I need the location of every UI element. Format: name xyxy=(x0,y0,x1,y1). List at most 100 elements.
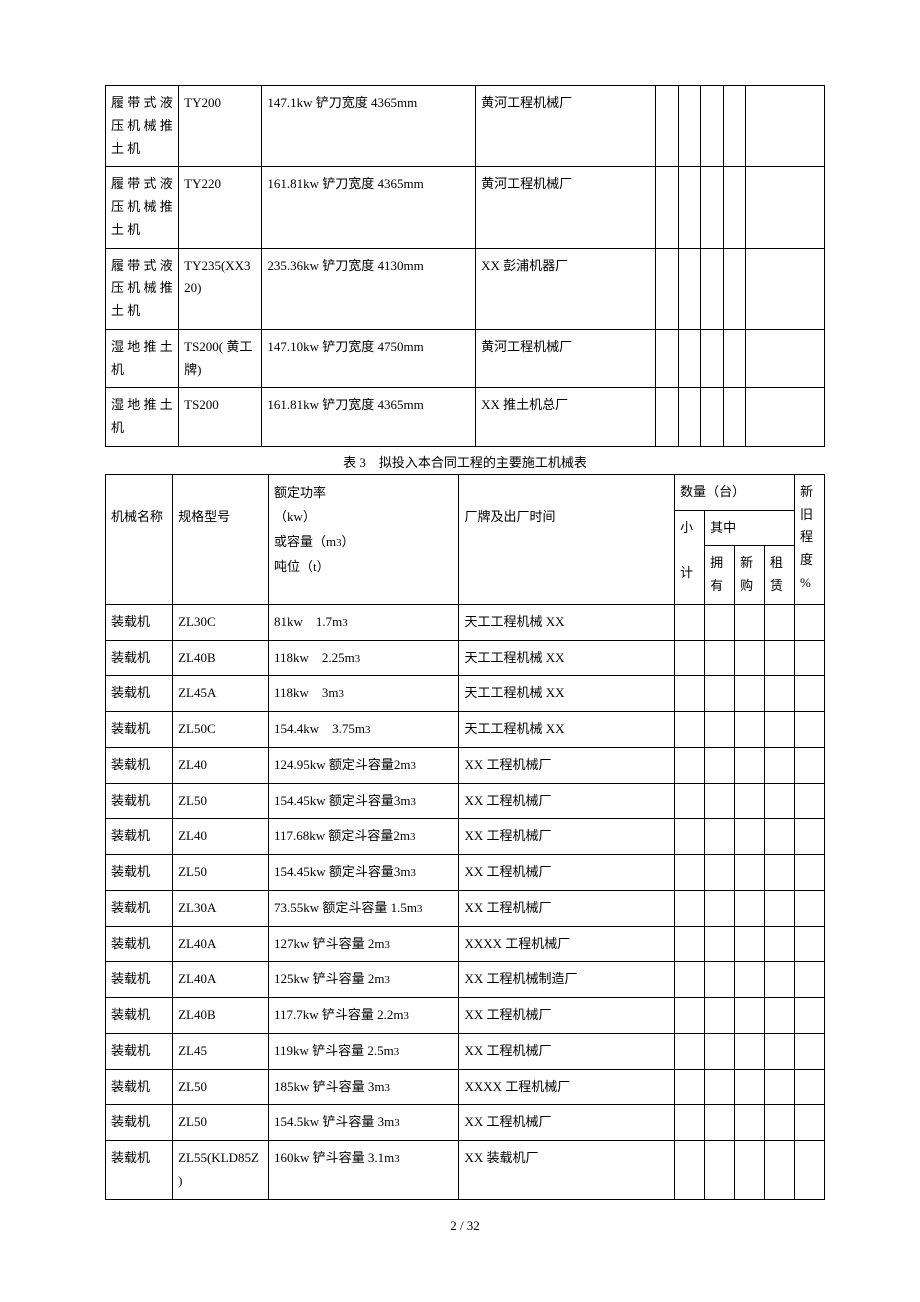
cell-age xyxy=(746,248,825,329)
cell-age xyxy=(794,1105,824,1141)
cell-name: 装载机 xyxy=(106,962,173,998)
cell-model: ZL40A xyxy=(173,962,269,998)
cell-own xyxy=(705,676,735,712)
cell-rent xyxy=(765,890,795,926)
cell-rent xyxy=(765,712,795,748)
cell-own xyxy=(678,388,701,447)
table-row: 装载机ZL50154.45kw 额定斗容量3m3XX 工程机械厂 xyxy=(106,783,825,819)
col-buy: 新购 xyxy=(735,546,765,605)
cell-factory: XX 工程机械厂 xyxy=(459,747,675,783)
cell-name: 装载机 xyxy=(106,819,173,855)
cell-age xyxy=(746,86,825,167)
table-row: 湿 地 推 土 机TS200161.81kw 铲刀宽度 4365mmXX 推土机… xyxy=(106,388,825,447)
cell-rent xyxy=(765,962,795,998)
cell-buy xyxy=(735,819,765,855)
cell-power: 185kw 铲斗容量 3m3 xyxy=(268,1069,459,1105)
cell-buy xyxy=(735,1141,765,1200)
cell-age xyxy=(794,640,824,676)
cell-model: TY220 xyxy=(179,167,262,248)
cell-factory: 黄河工程机械厂 xyxy=(476,329,656,388)
cell-rent xyxy=(723,248,746,329)
cell-sub xyxy=(675,783,705,819)
cell-name: 装载机 xyxy=(106,640,173,676)
table-row: 装载机ZL55(KLD85Z)160kw 铲斗容量 3.1m3XX 装载机厂 xyxy=(106,1141,825,1200)
cell-own xyxy=(705,640,735,676)
cell-model: ZL40 xyxy=(173,747,269,783)
cell-own xyxy=(705,783,735,819)
table-row: 装载机ZL45A118kw 3m3天工工程机械 XX xyxy=(106,676,825,712)
cell-own xyxy=(705,926,735,962)
cell-rent xyxy=(765,1033,795,1069)
cell-factory: 黄河工程机械厂 xyxy=(476,167,656,248)
cell-age xyxy=(794,1069,824,1105)
cell-own xyxy=(678,86,701,167)
cell-factory: XX 彭浦机器厂 xyxy=(476,248,656,329)
cell-age xyxy=(794,819,824,855)
cell-name: 装载机 xyxy=(106,855,173,891)
cell-sub xyxy=(656,167,679,248)
cell-rent xyxy=(723,167,746,248)
cell-buy xyxy=(701,86,724,167)
cell-age xyxy=(794,747,824,783)
cell-power: 119kw 铲斗容量 2.5m3 xyxy=(268,1033,459,1069)
cell-factory: 黄河工程机械厂 xyxy=(476,86,656,167)
cell-buy xyxy=(735,712,765,748)
table-row: 装载机ZL40A125kw 铲斗容量 2m3XX 工程机械制造厂 xyxy=(106,962,825,998)
cell-name: 装载机 xyxy=(106,1141,173,1200)
table-row: 装载机ZL30C81kw 1.7m3天工工程机械 XX xyxy=(106,604,825,640)
cell-name: 装载机 xyxy=(106,1105,173,1141)
cell-age xyxy=(794,855,824,891)
header-row-1: 机械名称 规格型号 额定功率（kw）或容量（m3）吨位（t） 厂牌及出厂时间 数… xyxy=(106,474,825,510)
cell-sub xyxy=(675,676,705,712)
cell-model: TY235(XX320) xyxy=(179,248,262,329)
col-own: 拥有 xyxy=(705,546,735,605)
cell-sub xyxy=(675,1069,705,1105)
machinery-table-1: 履 带 式 液 压 机 械 推 土 机TY200147.1kw 铲刀宽度 436… xyxy=(105,85,825,447)
cell-rent xyxy=(723,388,746,447)
cell-rent xyxy=(765,1069,795,1105)
cell-age xyxy=(794,926,824,962)
cell-model: ZL55(KLD85Z) xyxy=(173,1141,269,1200)
cell-name: 装载机 xyxy=(106,998,173,1034)
cell-rent xyxy=(723,86,746,167)
cell-age xyxy=(794,1033,824,1069)
cell-factory: XX 工程机械厂 xyxy=(459,819,675,855)
cell-buy xyxy=(735,1105,765,1141)
cell-age xyxy=(794,1141,824,1200)
cell-factory: 天工工程机械 XX xyxy=(459,712,675,748)
table-row: 装载机ZL40A127kw 铲斗容量 2m3XXXX 工程机械厂 xyxy=(106,926,825,962)
cell-sub xyxy=(656,329,679,388)
cell-model: ZL50 xyxy=(173,783,269,819)
cell-age xyxy=(794,676,824,712)
cell-model: ZL40B xyxy=(173,640,269,676)
table-3-caption: 表 3 拟投入本合同工程的主要施工机械表 xyxy=(105,447,825,474)
cell-own xyxy=(678,329,701,388)
page-footer: 2 / 32 xyxy=(105,1200,825,1234)
cell-buy xyxy=(701,167,724,248)
cell-name: 装载机 xyxy=(106,890,173,926)
table-row: 装载机ZL40117.68kw 额定斗容量2m3XX 工程机械厂 xyxy=(106,819,825,855)
table-row: 装载机ZL40B118kw 2.25m3天工工程机械 XX xyxy=(106,640,825,676)
cell-name: 履 带 式 液 压 机 械 推 土 机 xyxy=(106,86,179,167)
cell-sub xyxy=(675,712,705,748)
cell-buy xyxy=(735,1069,765,1105)
cell-rent xyxy=(723,329,746,388)
cell-model: ZL50C xyxy=(173,712,269,748)
cell-sub xyxy=(675,604,705,640)
cell-power: 124.95kw 额定斗容量2m3 xyxy=(268,747,459,783)
cell-factory: 天工工程机械 XX xyxy=(459,640,675,676)
cell-buy xyxy=(735,747,765,783)
cell-factory: XX 工程机械厂 xyxy=(459,783,675,819)
cell-sub xyxy=(656,248,679,329)
cell-power: 125kw 铲斗容量 2m3 xyxy=(268,962,459,998)
cell-age xyxy=(794,783,824,819)
cell-name: 装载机 xyxy=(106,604,173,640)
cell-own xyxy=(705,1141,735,1200)
cell-model: ZL40 xyxy=(173,819,269,855)
cell-own xyxy=(705,747,735,783)
cell-power: 147.1kw 铲刀宽度 4365mm xyxy=(262,86,476,167)
cell-buy xyxy=(735,783,765,819)
cell-power: 81kw 1.7m3 xyxy=(268,604,459,640)
cell-buy xyxy=(735,640,765,676)
table-row: 装载机ZL50154.45kw 额定斗容量3m3XX 工程机械厂 xyxy=(106,855,825,891)
